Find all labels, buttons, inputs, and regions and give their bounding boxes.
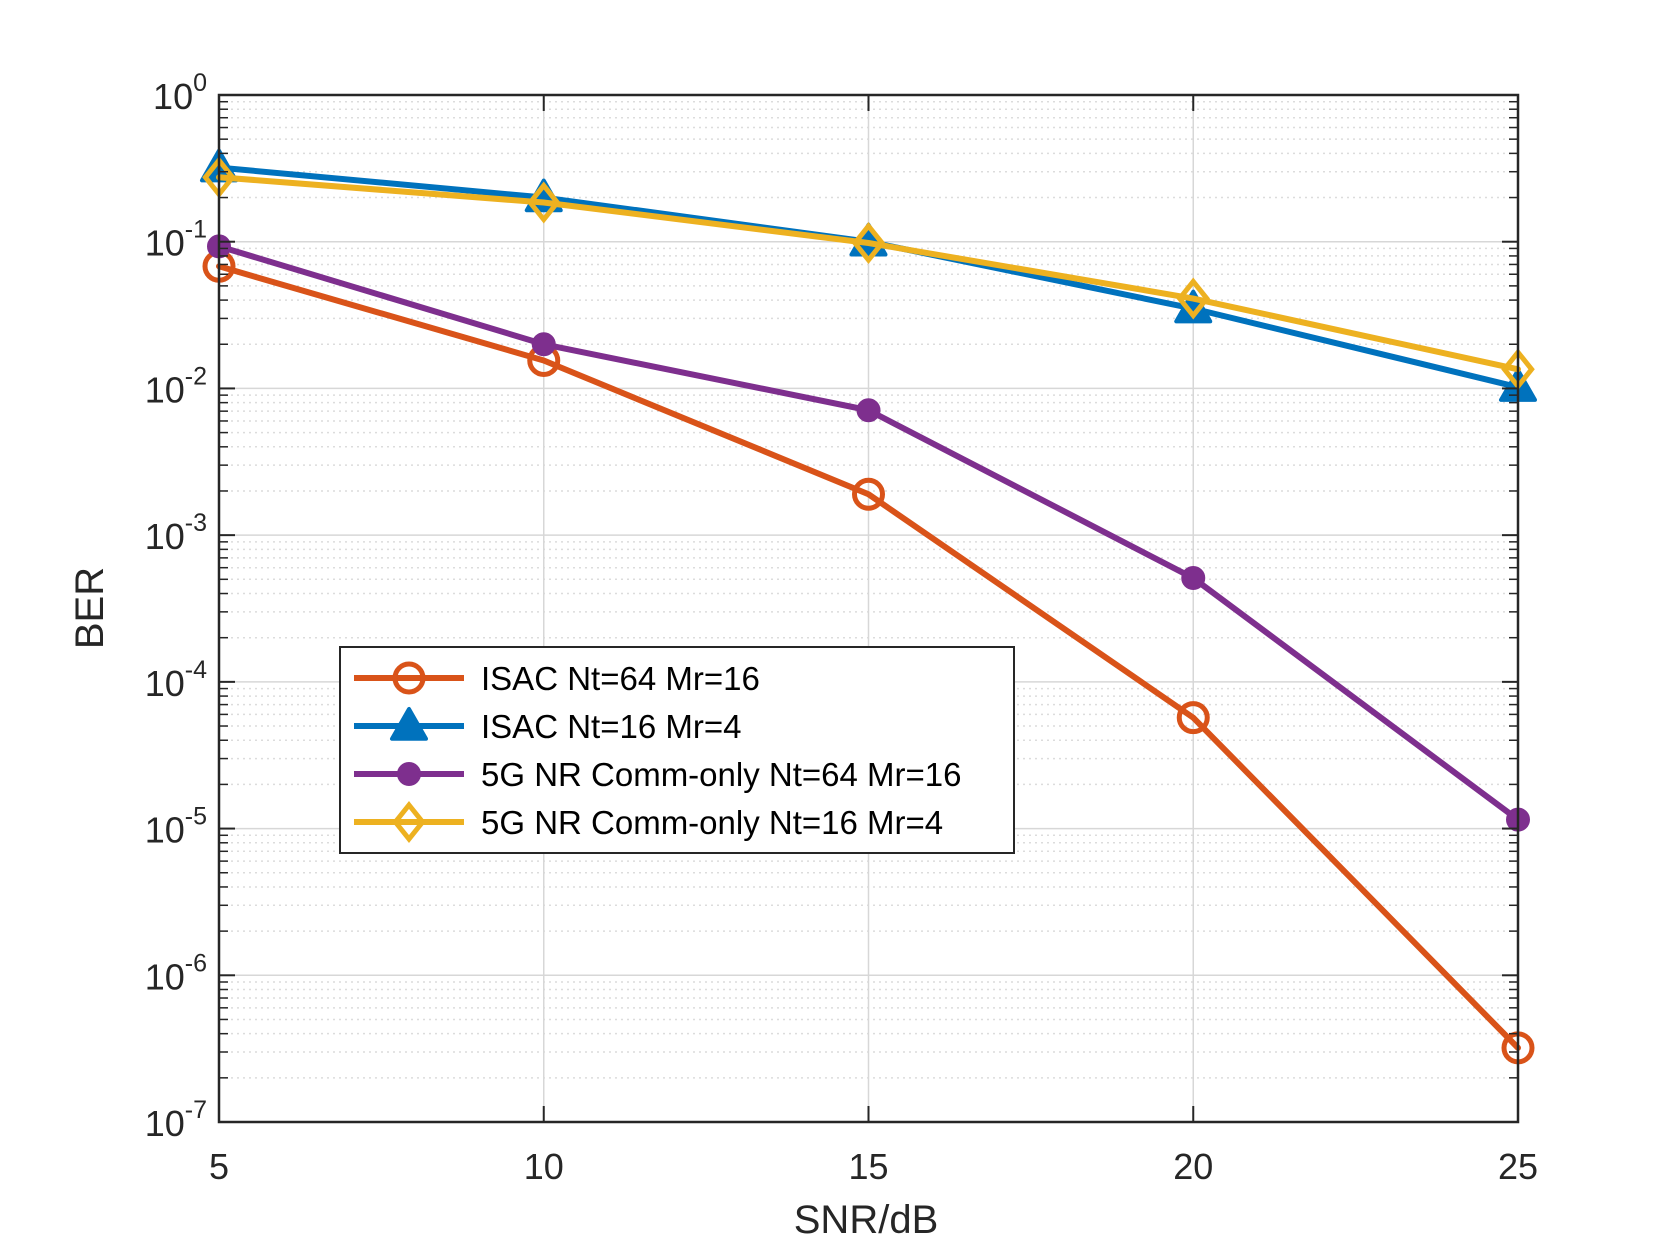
series-layer	[200, 148, 1537, 1065]
x-tick-label: 25	[1498, 1146, 1538, 1187]
legend-box	[339, 646, 1015, 854]
legend-entry: 5G NR Comm-only Nt=16 Mr=4	[354, 800, 943, 844]
data-point	[526, 181, 561, 224]
x-tick-label: 15	[848, 1146, 888, 1187]
x-tick-label: 20	[1173, 1146, 1213, 1187]
legend-entry: ISAC Nt=16 Mr=4	[354, 707, 741, 745]
x-axis-label: SNR/dB	[794, 1198, 939, 1242]
y-tick-label: 10-1	[145, 216, 207, 264]
data-point	[1176, 277, 1211, 320]
legend-marker	[392, 800, 426, 844]
legend-label: 5G NR Comm-only Nt=16 Mr=4	[481, 804, 943, 841]
y-tick-label: 10-4	[145, 656, 207, 704]
data-point	[1181, 566, 1206, 591]
y-tick-label: 10-2	[145, 362, 207, 410]
axes-frame	[217, 93, 1520, 1124]
data-point	[1176, 701, 1210, 735]
data-point	[852, 477, 885, 511]
x-tick-label: 10	[524, 1146, 564, 1187]
data-point	[851, 221, 886, 265]
data-point	[856, 398, 881, 423]
legend: ISAC Nt=64 Mr=16 ISAC Nt=16 Mr=4 5G NR Com…	[339, 646, 1015, 854]
legend-entry: 5G NR Comm-only Nt=64 Mr=16	[354, 756, 961, 793]
y-tick-label: 10-6	[145, 949, 207, 997]
axes-box	[217, 93, 1520, 1124]
y-tick-label: 10-7	[145, 1096, 207, 1144]
y-tick-label: 10-3	[145, 509, 207, 557]
y-tick-label: 10-5	[145, 803, 207, 851]
legend-marker	[397, 762, 421, 786]
series-line	[216, 263, 1521, 1051]
y-tick-labels: 100 10-1 10-2 10-3 10-4 10-5 10-6 10-7	[145, 69, 207, 1144]
y-tick-label: 100	[153, 69, 207, 117]
legend-label: 5G NR Comm-only Nt=64 Mr=16	[481, 756, 961, 793]
legend-label: ISAC Nt=16 Mr=4	[481, 708, 741, 745]
x-tick-labels: 5 10 15 20 25	[209, 1146, 1538, 1187]
series-line	[216, 174, 1521, 373]
data-point	[531, 332, 556, 357]
legend-label: ISAC Nt=64 Mr=16	[481, 660, 760, 697]
legend-marker	[390, 707, 428, 741]
legend-entry: ISAC Nt=64 Mr=16	[354, 660, 760, 697]
x-tick-label: 5	[209, 1146, 229, 1187]
legend-marker	[392, 661, 426, 695]
y-axis-label: BER	[68, 567, 112, 649]
